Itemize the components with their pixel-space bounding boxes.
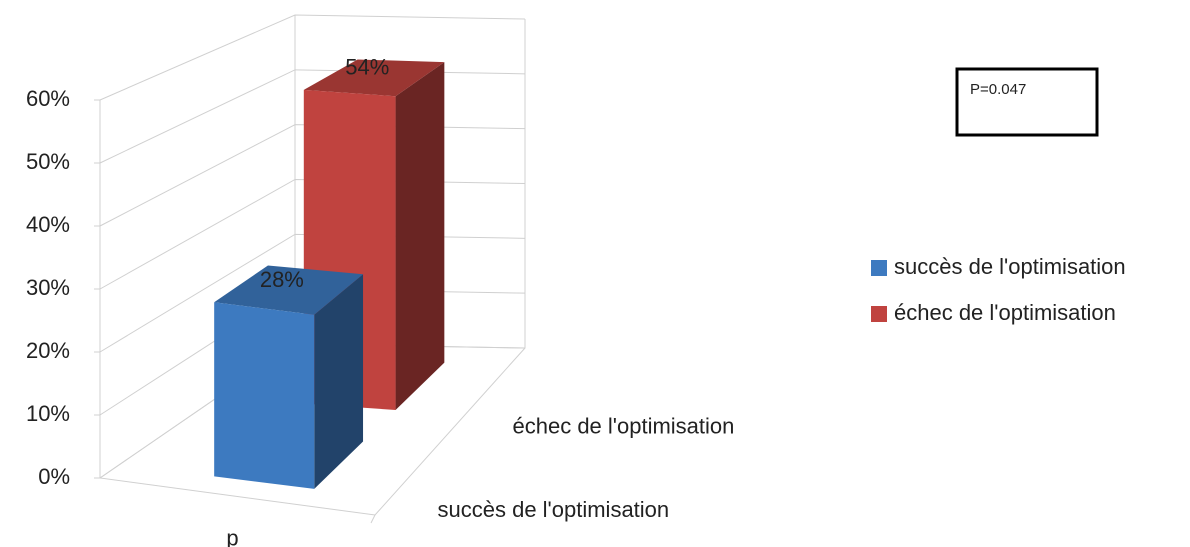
bar — [214, 302, 315, 489]
y-tick-label: 10% — [26, 401, 70, 426]
data-label: 28% — [260, 267, 304, 292]
y-tick-label: 0% — [38, 464, 70, 489]
x-tick — [370, 514, 376, 524]
legend-label: succès de l'optimisation — [894, 254, 1126, 279]
y-tick-label: 50% — [26, 149, 70, 174]
legend-swatch — [871, 260, 887, 276]
y-tick-label: 40% — [26, 212, 70, 237]
y-tick-label: 20% — [26, 338, 70, 363]
x-tick-label: p — [226, 525, 238, 547]
bar-side — [395, 62, 445, 410]
y-tick-label: 30% — [26, 275, 70, 300]
bar-side — [314, 274, 364, 489]
legend-swatch — [871, 306, 887, 322]
annotation-box — [955, 67, 1099, 137]
bar-top — [303, 59, 445, 97]
depth-label: succès de l'optimisation — [438, 497, 670, 522]
annotation: P=0.047 — [970, 81, 1026, 98]
bar-top — [214, 265, 364, 315]
depth-label: échec de l'optimisation — [513, 414, 735, 439]
data-label: 54% — [345, 55, 389, 80]
y-tick-label: 60% — [26, 86, 70, 111]
legend-label: échec de l'optimisation — [894, 300, 1116, 325]
